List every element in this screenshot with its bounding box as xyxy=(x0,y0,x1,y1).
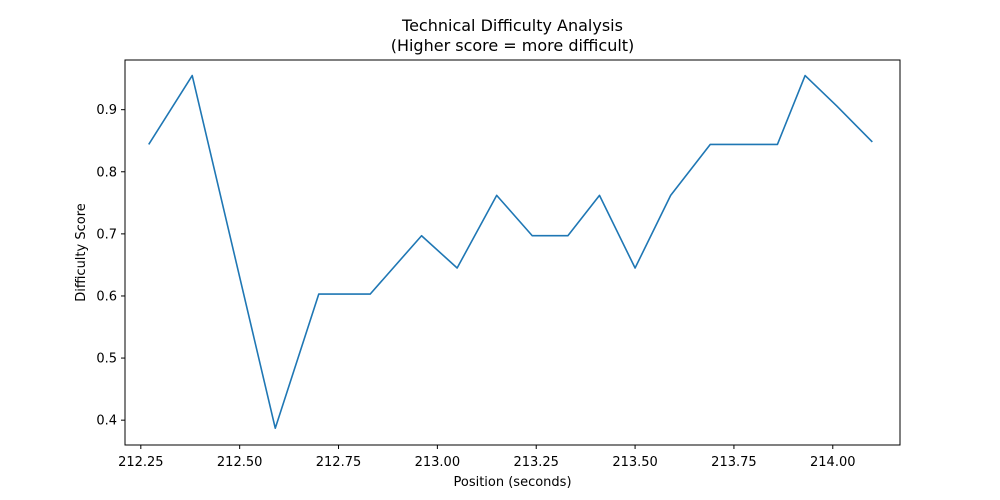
plot-frame xyxy=(124,59,901,446)
y-axis-label: Difficulty Score xyxy=(74,203,89,302)
y-tick-label: 0.4 xyxy=(96,414,117,429)
x-tick-label: 213.25 xyxy=(513,455,559,470)
x-tick-label: 213.00 xyxy=(415,455,461,470)
series-line-0 xyxy=(148,74,873,430)
x-tick-label: 212.75 xyxy=(316,455,362,470)
y-tick-label: 0.8 xyxy=(96,165,117,180)
chart-title: Technical Difficulty Analysis xyxy=(401,16,623,35)
x-tick-label: 214.00 xyxy=(810,455,856,470)
x-tick-label: 213.75 xyxy=(711,455,757,470)
y-tick-label: 0.7 xyxy=(96,227,117,242)
x-tick-label: 212.50 xyxy=(217,455,263,470)
x-axis-label: Position (seconds) xyxy=(453,475,571,490)
y-tick-label: 0.6 xyxy=(96,289,117,304)
chart-subtitle: (Higher score = more difficult) xyxy=(391,36,635,55)
x-tick-label: 213.50 xyxy=(612,455,658,470)
y-tick-label: 0.9 xyxy=(96,103,117,118)
x-tick-label: 212.25 xyxy=(118,455,164,470)
plot-area: 212.25 212.50 212.75 213.00 213.25 213.50 213.… xyxy=(96,59,901,470)
y-tick-label: 0.5 xyxy=(96,352,117,367)
